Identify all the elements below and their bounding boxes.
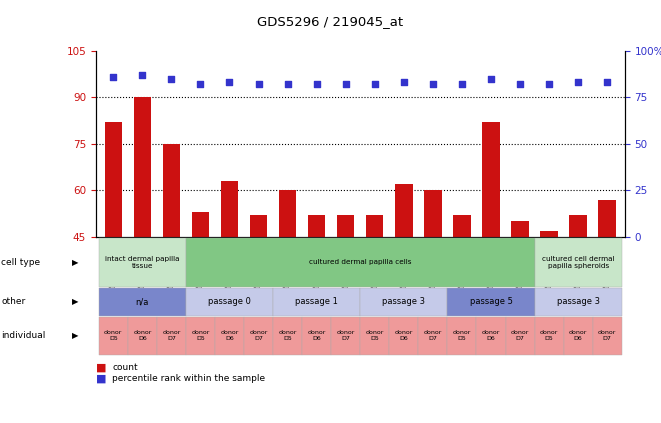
Point bbox=[399, 79, 409, 86]
Text: count: count bbox=[112, 363, 138, 372]
Bar bbox=[134, 97, 151, 237]
Point bbox=[282, 81, 293, 88]
Text: donor
D6: donor D6 bbox=[482, 330, 500, 341]
Point bbox=[108, 74, 118, 80]
Text: donor
D7: donor D7 bbox=[162, 330, 180, 341]
Bar bbox=[395, 184, 412, 237]
Text: donor
D7: donor D7 bbox=[598, 330, 617, 341]
Text: donor
D5: donor D5 bbox=[366, 330, 384, 341]
Point bbox=[428, 81, 438, 88]
Text: donor
D6: donor D6 bbox=[220, 330, 239, 341]
Text: GDS5296 / 219045_at: GDS5296 / 219045_at bbox=[257, 15, 404, 28]
Text: donor
D5: donor D5 bbox=[453, 330, 471, 341]
Text: passage 5: passage 5 bbox=[469, 297, 512, 306]
Bar bbox=[104, 122, 122, 237]
Bar bbox=[569, 215, 587, 237]
Text: donor
D5: donor D5 bbox=[191, 330, 210, 341]
Point bbox=[573, 79, 584, 86]
Text: cell type: cell type bbox=[1, 258, 40, 267]
Text: donor
D7: donor D7 bbox=[336, 330, 355, 341]
Text: cultured dermal papilla cells: cultured dermal papilla cells bbox=[309, 259, 412, 266]
Text: donor
D7: donor D7 bbox=[249, 330, 268, 341]
Text: ▶: ▶ bbox=[71, 297, 78, 306]
Point bbox=[311, 81, 322, 88]
Text: donor
D6: donor D6 bbox=[395, 330, 413, 341]
Text: n/a: n/a bbox=[136, 297, 149, 306]
Point bbox=[515, 81, 525, 88]
Point bbox=[137, 71, 147, 78]
Point bbox=[369, 81, 380, 88]
Point bbox=[195, 81, 206, 88]
Point bbox=[602, 79, 613, 86]
Point bbox=[166, 75, 176, 82]
Text: passage 0: passage 0 bbox=[208, 297, 251, 306]
Point bbox=[486, 75, 496, 82]
Text: passage 3: passage 3 bbox=[382, 297, 425, 306]
Bar bbox=[308, 215, 325, 237]
Bar bbox=[163, 144, 180, 237]
Text: ▶: ▶ bbox=[71, 258, 78, 267]
Bar bbox=[453, 215, 471, 237]
Text: passage 3: passage 3 bbox=[557, 297, 600, 306]
Bar bbox=[598, 200, 616, 237]
Text: ■: ■ bbox=[96, 373, 106, 383]
Bar bbox=[221, 181, 238, 237]
Text: ▶: ▶ bbox=[71, 331, 78, 341]
Text: donor
D6: donor D6 bbox=[133, 330, 151, 341]
Bar bbox=[483, 122, 500, 237]
Text: donor
D5: donor D5 bbox=[104, 330, 122, 341]
Text: donor
D6: donor D6 bbox=[569, 330, 588, 341]
Point bbox=[224, 79, 235, 86]
Point bbox=[253, 81, 264, 88]
Text: other: other bbox=[1, 297, 26, 306]
Text: donor
D5: donor D5 bbox=[540, 330, 559, 341]
Bar bbox=[424, 190, 442, 237]
Text: donor
D6: donor D6 bbox=[307, 330, 326, 341]
Bar bbox=[250, 215, 267, 237]
Text: donor
D7: donor D7 bbox=[424, 330, 442, 341]
Point bbox=[544, 81, 555, 88]
Text: ■: ■ bbox=[96, 363, 106, 373]
Bar bbox=[192, 212, 209, 237]
Text: donor
D7: donor D7 bbox=[511, 330, 529, 341]
Text: percentile rank within the sample: percentile rank within the sample bbox=[112, 374, 266, 383]
Text: cultured cell dermal
papilla spheroids: cultured cell dermal papilla spheroids bbox=[542, 256, 615, 269]
Point bbox=[340, 81, 351, 88]
Text: individual: individual bbox=[1, 331, 46, 341]
Bar bbox=[366, 215, 383, 237]
Bar bbox=[279, 190, 296, 237]
Text: passage 1: passage 1 bbox=[295, 297, 338, 306]
Bar bbox=[541, 231, 558, 237]
Text: intact dermal papilla
tissue: intact dermal papilla tissue bbox=[105, 256, 180, 269]
Bar bbox=[512, 221, 529, 237]
Point bbox=[457, 81, 467, 88]
Bar bbox=[337, 215, 354, 237]
Text: donor
D5: donor D5 bbox=[278, 330, 297, 341]
